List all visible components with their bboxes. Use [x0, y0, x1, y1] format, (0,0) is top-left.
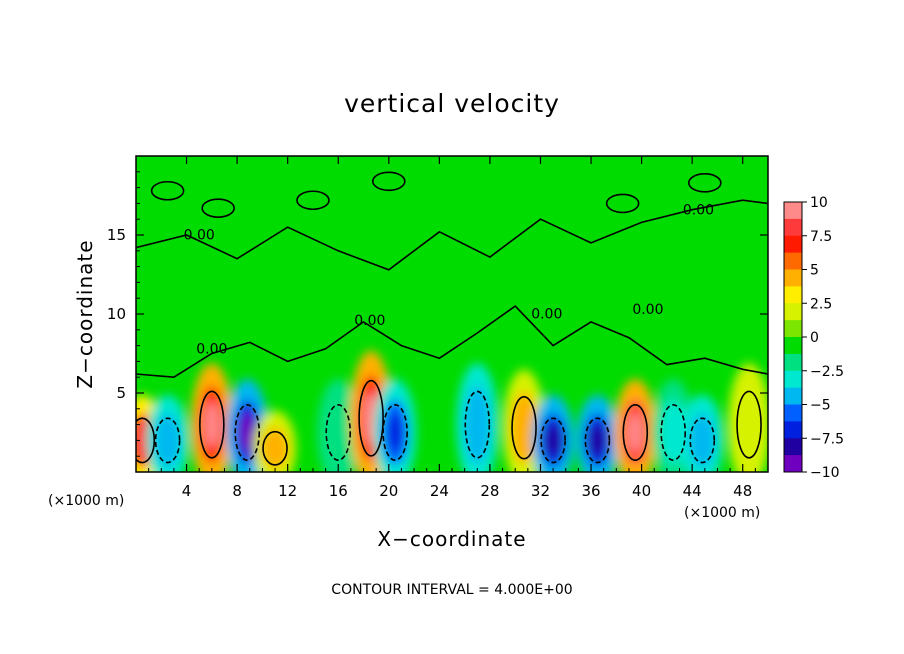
x-axis-label: X−coordinate — [377, 527, 526, 551]
colorbar-swatch — [784, 337, 802, 355]
colorbar-label: 7.5 — [810, 229, 832, 245]
heatmap-cell — [154, 413, 181, 468]
contour-label: 0.00 — [196, 342, 227, 358]
x-unit-right: (×1000 m) — [684, 505, 760, 521]
contour-line — [689, 417, 716, 464]
heatmap-cell-core — [239, 412, 256, 453]
colorbar-swatch — [784, 269, 802, 287]
heatmap-cell — [511, 391, 538, 464]
contour-labels: 0.00 0.00 0.00 0.00 0.00 0.00 — [184, 202, 714, 357]
x-tick-label: 8 — [232, 482, 242, 500]
x-tick-label: 36 — [581, 482, 600, 500]
contour-line — [584, 417, 611, 464]
colorbar-swatch — [784, 202, 802, 220]
colorbar-label: 10 — [810, 195, 828, 211]
heatmap-cell-core — [387, 412, 403, 453]
contour-line-upper — [136, 199, 768, 271]
contour-line — [540, 417, 566, 464]
contour-line — [199, 390, 225, 459]
colorbar-label: 0 — [810, 330, 819, 346]
colorbar-swatch — [784, 353, 802, 372]
colorbar-label: −5 — [810, 398, 831, 414]
x-tick-label: 28 — [480, 482, 499, 500]
heatmap-cell — [689, 413, 716, 468]
colorbar-label: −2.5 — [810, 364, 844, 380]
y-tick-label: 5 — [116, 384, 126, 402]
contour-line — [736, 390, 762, 459]
contour-line — [371, 171, 406, 192]
colorbar-swatch — [784, 421, 802, 439]
x-tick-label: 20 — [379, 482, 398, 500]
colorbar-label: −10 — [810, 465, 840, 481]
colorbar-label: −7.5 — [810, 431, 844, 447]
colorbar: 10 7.5 5 2.5 0 −2.5 −5 −7.5 −10 — [783, 195, 844, 481]
heatmap-cell — [262, 427, 289, 470]
contour-line — [150, 180, 185, 201]
y-tick-label: 15 — [107, 226, 126, 244]
contour-line — [262, 430, 288, 466]
y-tick-label: 10 — [107, 305, 126, 323]
colorbar-swatch — [784, 235, 802, 254]
x-tick-label: 40 — [632, 482, 651, 500]
colorbar-swatch — [784, 370, 802, 389]
x-unit-left: (×1000 m) — [48, 493, 124, 509]
heatmap-cell-core — [545, 424, 561, 457]
x-tick-label: 44 — [683, 482, 702, 500]
colorbar-swatch — [784, 218, 802, 237]
colorbar-label: 5 — [810, 263, 819, 279]
contour-line — [296, 190, 330, 211]
contour-line — [382, 404, 408, 461]
chart-title: vertical velocity — [344, 89, 560, 118]
heatmap-cell — [660, 399, 687, 466]
contour-label: 0.00 — [683, 202, 714, 218]
heatmap-cell — [736, 386, 763, 464]
contour-line — [358, 379, 384, 457]
contour-line — [464, 390, 491, 459]
heatmap-cell-core — [204, 401, 220, 448]
contour-label: 0.00 — [354, 313, 385, 329]
colorbar-swatch — [784, 320, 802, 338]
x-tick-label: 12 — [278, 482, 297, 500]
contour-line — [234, 404, 261, 461]
contour-line — [660, 404, 687, 461]
x-axis: 4 8 12 16 20 24 28 32 36 40 44 48 — [148, 156, 756, 500]
colorbar-label: 2.5 — [810, 296, 832, 312]
x-tick-label: 24 — [430, 482, 449, 500]
x-tick-label: 4 — [182, 482, 192, 500]
contour-label: 0.00 — [184, 228, 215, 244]
contour-line — [201, 198, 235, 218]
colorbar-swatch — [784, 286, 802, 304]
contour-interval-note: CONTOUR INTERVAL = 4.000E+00 — [331, 582, 572, 598]
contour-label: 0.00 — [632, 302, 663, 318]
heatmap-cell-core — [589, 424, 606, 457]
y-axis-label: Z−coordinate — [73, 239, 97, 388]
x-tick-label: 48 — [733, 482, 752, 500]
colorbar-swatch — [784, 438, 802, 456]
contour-line — [622, 404, 649, 461]
contour-line — [136, 417, 156, 464]
contour-line — [154, 417, 181, 464]
x-tick-label: 16 — [329, 482, 348, 500]
colorbar-swatch — [784, 455, 802, 473]
contour-lines — [136, 171, 768, 466]
colorbar-swatch — [784, 252, 802, 270]
y-axis: 5 10 15 — [107, 171, 768, 457]
heatmap-cell-core — [136, 424, 151, 457]
colorbar-swatch — [784, 404, 802, 422]
heatmap-cell — [464, 386, 491, 464]
colorbar-swatch — [784, 303, 802, 321]
colorbar-swatch — [784, 387, 802, 405]
contour-label: 0.00 — [531, 307, 562, 323]
contour-line — [325, 404, 352, 461]
x-tick-label: 32 — [531, 482, 550, 500]
heatmap-cell-core — [627, 412, 644, 453]
contour-line-zero — [136, 305, 768, 379]
contour-line — [605, 193, 640, 214]
contour-line — [511, 395, 537, 460]
heatmap-cell — [325, 399, 352, 466]
contour-line — [687, 173, 722, 193]
